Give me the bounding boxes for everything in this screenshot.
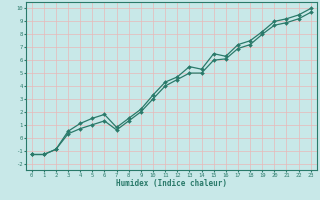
X-axis label: Humidex (Indice chaleur): Humidex (Indice chaleur) [116, 179, 227, 188]
